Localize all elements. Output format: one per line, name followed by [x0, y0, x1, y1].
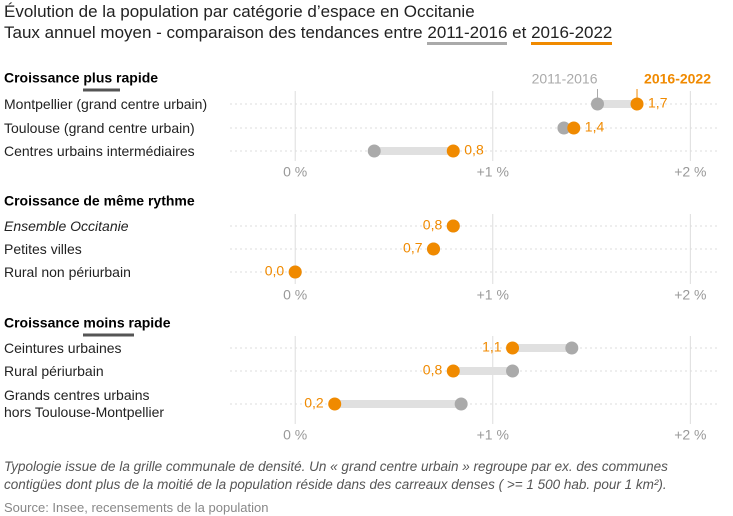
x-tick-label: +1 % [477, 287, 509, 303]
panel-title: Croissance plus rapide [4, 70, 158, 86]
category-label: Petites villes [4, 240, 82, 257]
dot [446, 364, 460, 378]
dot [454, 397, 468, 411]
dot [446, 219, 460, 233]
subtitle-text: Taux annuel moyen - comparaison des tend… [4, 23, 423, 42]
dot [446, 144, 460, 158]
value-label: 0,7 [403, 240, 423, 256]
dot [328, 397, 342, 411]
category-label: Ceintures urbaines [4, 339, 122, 356]
value-label: 1,4 [585, 119, 605, 135]
category-label: Centres urbains intermédiaires [4, 142, 195, 159]
value-label: 0,8 [423, 217, 443, 233]
connector [374, 147, 454, 155]
x-tick-label: +2 % [674, 164, 706, 180]
connector [334, 400, 462, 408]
dot [591, 97, 604, 111]
dot [367, 144, 381, 158]
legend-label: 2016-2022 [644, 71, 711, 87]
dot [630, 97, 644, 111]
x-tick-label: 0 % [283, 164, 307, 180]
value-label: 0,8 [423, 362, 443, 378]
connector [453, 367, 513, 375]
subtitle-text: et [512, 23, 527, 42]
value-label: 1,1 [482, 339, 502, 355]
value-label: 0,0 [265, 263, 285, 279]
category-label: Rural non périurbain [4, 263, 131, 280]
dot [565, 341, 579, 355]
x-tick-label: +2 % [674, 427, 706, 443]
connector [512, 344, 572, 352]
x-tick-label: +1 % [477, 164, 509, 180]
period: 2011-2016 [427, 23, 508, 45]
value-label: 0,8 [464, 142, 484, 158]
dot [427, 242, 441, 256]
x-tick-label: 0 % [283, 287, 307, 303]
footnote: Typologie issue de la grille communale d… [4, 459, 668, 492]
x-tick-label: +1 % [477, 427, 509, 443]
x-tick-label: +2 % [674, 287, 706, 303]
category-label: Toulouse (grand centre urbain) [4, 119, 195, 136]
dot [288, 265, 302, 279]
category-label: Grands centres urbains hors Toulouse-Mon… [4, 387, 165, 420]
dot [567, 121, 581, 135]
value-label: 0,2 [304, 395, 324, 411]
subtitle: Taux annuel moyen - comparaison des tend… [4, 23, 613, 45]
category-label: Rural périurbain [4, 362, 104, 379]
category-label: Ensemble Occitanie [4, 217, 129, 234]
dot [506, 341, 520, 355]
period: 2016-2022 [531, 23, 613, 45]
dot [557, 121, 571, 135]
source: Source: Insee, recensements de la popula… [4, 500, 269, 515]
dot [506, 364, 520, 378]
value-label: 1,7 [648, 95, 668, 111]
legend-label: 2011-2016 [532, 71, 598, 87]
category-label: Montpellier (grand centre urbain) [4, 95, 208, 112]
title: Évolution de la population par catégorie… [4, 2, 475, 21]
panel-title: Croissance de même rythme [4, 193, 195, 209]
x-tick-label: 0 % [283, 427, 307, 443]
panel-title: Croissance moins rapide [4, 315, 171, 331]
connector [597, 100, 638, 108]
